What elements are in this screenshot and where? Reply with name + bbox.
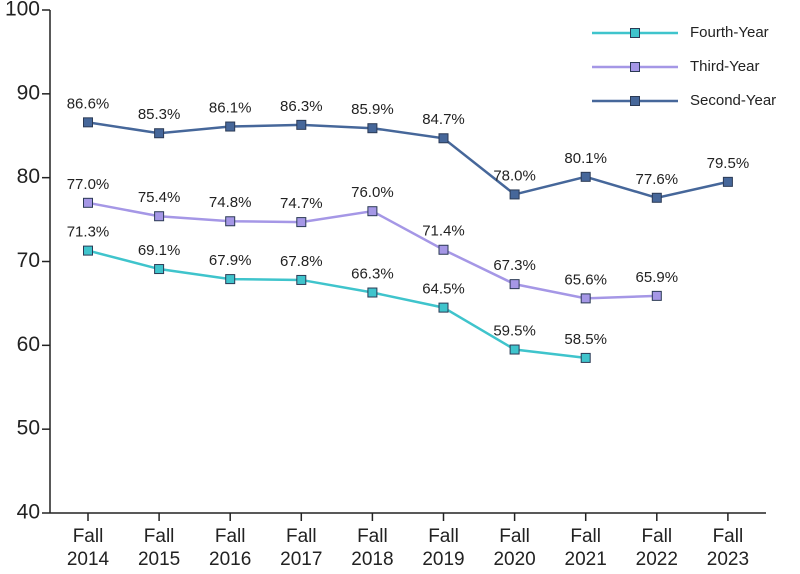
y-tick-label: 40 — [17, 501, 40, 524]
legend-marker — [630, 28, 640, 38]
data-point — [651, 192, 662, 203]
x-tick-label: Fall 2019 — [422, 526, 465, 570]
data-point — [154, 264, 165, 275]
data-point — [509, 189, 520, 200]
data-point — [438, 302, 449, 313]
y-tick-label: 100 — [5, 0, 40, 21]
x-tick-label: Fall 2018 — [351, 526, 394, 570]
x-tick-label: Fall 2016 — [209, 526, 252, 570]
data-point — [651, 290, 662, 301]
data-point — [580, 171, 591, 182]
data-label: 64.5% — [422, 281, 465, 298]
data-label: 86.6% — [67, 95, 110, 112]
data-point — [225, 274, 236, 285]
data-point — [225, 121, 236, 132]
legend-label: Second-Year — [690, 92, 776, 109]
data-point — [83, 117, 93, 128]
data-point — [367, 287, 378, 298]
data-label: 59.5% — [493, 322, 536, 339]
data-label: 74.8% — [209, 194, 252, 211]
data-label: 67.9% — [209, 252, 252, 269]
data-label: 84.7% — [422, 111, 465, 128]
data-point — [83, 245, 93, 256]
data-label: 69.1% — [138, 242, 181, 259]
data-label: 78.0% — [493, 167, 536, 184]
data-label: 58.5% — [564, 331, 607, 348]
legend-label: Third-Year — [690, 58, 759, 75]
y-tick-label: 80 — [17, 165, 40, 188]
data-point — [580, 293, 591, 304]
data-label: 85.9% — [351, 101, 394, 118]
data-point — [509, 279, 520, 290]
data-label: 85.3% — [138, 106, 181, 123]
series-line — [87, 121, 729, 200]
data-point — [225, 216, 236, 227]
x-tick-label: Fall 2021 — [564, 526, 607, 570]
data-label: 79.5% — [707, 155, 750, 172]
x-tick-label: Fall 2014 — [66, 526, 110, 570]
data-label: 74.7% — [280, 195, 323, 212]
data-label: 76.0% — [351, 184, 394, 201]
data-label: 77.0% — [67, 176, 110, 193]
data-label: 80.1% — [564, 150, 607, 167]
data-label: 65.9% — [636, 269, 679, 286]
data-label: 86.1% — [209, 99, 252, 116]
y-tick-label: 90 — [17, 81, 40, 104]
data-label: 67.8% — [280, 253, 323, 270]
data-label: 77.6% — [636, 171, 679, 188]
data-label: 71.3% — [67, 224, 110, 241]
x-tick-label: Fall 2017 — [280, 526, 323, 570]
data-point — [296, 119, 307, 130]
data-point — [438, 133, 449, 144]
data-label: 75.4% — [138, 189, 181, 206]
y-tick-label: 50 — [17, 417, 40, 440]
data-point — [367, 206, 378, 217]
y-tick-label: 70 — [17, 249, 40, 272]
data-label: 67.3% — [493, 257, 536, 274]
data-point — [296, 274, 307, 285]
data-point — [83, 197, 93, 208]
x-tick-label: Fall 2022 — [635, 526, 678, 570]
data-point — [722, 176, 733, 187]
data-point — [509, 344, 520, 355]
data-point — [154, 128, 165, 139]
series-line — [87, 249, 586, 360]
legend-marker — [630, 62, 640, 72]
x-tick-label: Fall 2015 — [137, 526, 181, 570]
y-tick-label: 60 — [17, 333, 40, 356]
data-point — [367, 123, 378, 134]
data-label: 86.3% — [280, 98, 323, 115]
data-point — [296, 217, 307, 228]
data-label: 71.4% — [422, 223, 465, 240]
x-tick-label: Fall 2020 — [493, 526, 536, 570]
data-point — [580, 352, 591, 363]
legend-label: Fourth-Year — [690, 24, 769, 41]
x-tick-label: Fall 2023 — [706, 526, 750, 570]
data-label: 66.3% — [351, 265, 394, 282]
data-point — [438, 244, 449, 255]
data-label: 65.6% — [564, 271, 607, 288]
data-point — [154, 211, 165, 222]
legend-marker — [630, 96, 640, 106]
